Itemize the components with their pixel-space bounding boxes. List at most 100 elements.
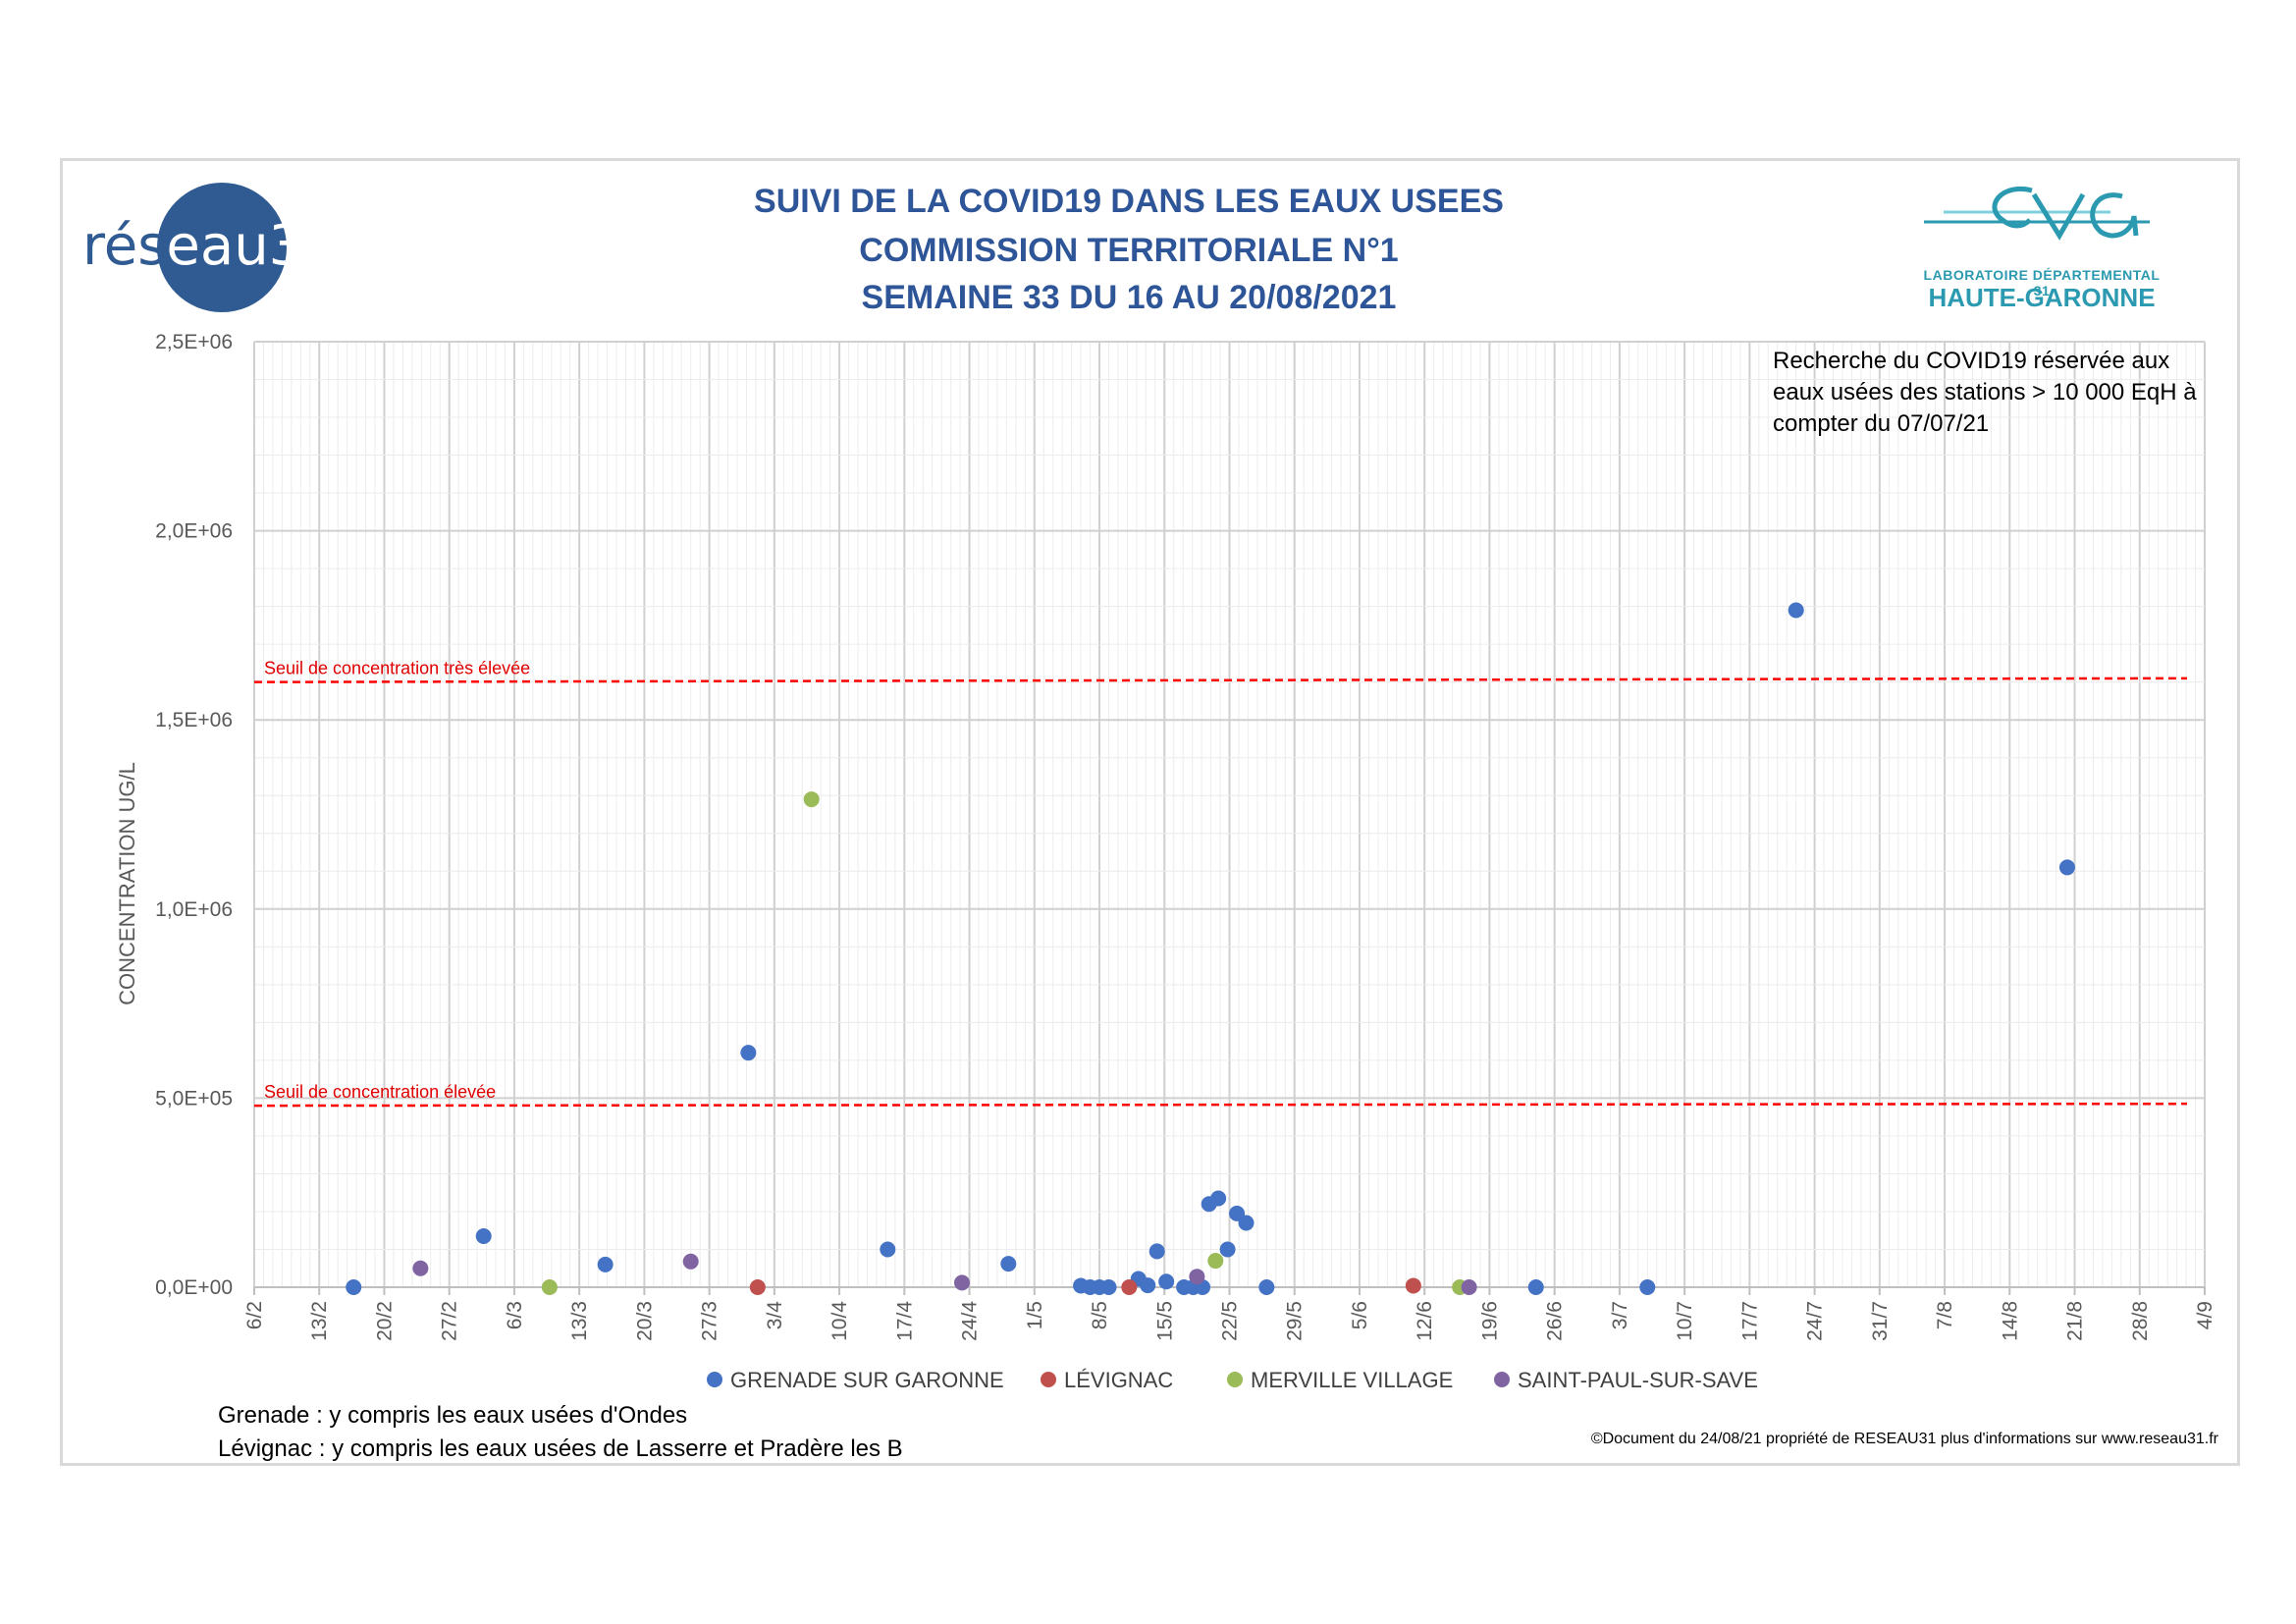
x-tick-label: 3/7 [1609,1301,1631,1329]
data-points [346,602,2075,1295]
legend-marker [1494,1372,1510,1387]
x-tick-label: 24/4 [959,1301,982,1341]
footnote-levignac: Lévignac : y compris les eaux usées de L… [218,1435,903,1462]
data-point [412,1260,429,1276]
x-tick-label: 20/3 [633,1301,656,1341]
x-tick-label: 8/5 [1089,1301,1111,1329]
eva-logo: eva LABORATOIRE DÉPARTEMENTAL 31 HAUTE-G… [1914,177,2169,314]
data-point [740,1045,757,1061]
eva-line2: HAUTE-GARONNE [1928,283,2156,312]
y-tick-label: 0,0E+00 [155,1276,233,1299]
x-tick-label: 6/2 [243,1301,266,1329]
x-tick-label: 6/3 [504,1301,526,1329]
data-point [1788,602,1804,619]
y-tick-label: 1,5E+06 [155,709,233,731]
x-tick-label: 4/9 [2194,1301,2216,1329]
data-point [1000,1256,1017,1272]
x-tick-label: 29/5 [1284,1301,1307,1341]
data-point [1639,1279,1656,1295]
data-point [1527,1279,1544,1295]
data-point [880,1241,896,1258]
tick-labels: 0,0E+00 5,0E+05 1,0E+06 1,5E+06 2,0E+06 2,5E+… [155,331,2216,1341]
data-point [1461,1279,1477,1295]
data-point [682,1253,699,1270]
x-tick-label: 10/4 [828,1301,851,1341]
x-tick-label: 27/3 [699,1301,721,1341]
data-point [1210,1190,1227,1207]
footnote-grenade: Grenade : y compris les eaux usées d'Ond… [218,1402,688,1429]
data-point [1100,1279,1117,1295]
x-tick-label: 7/8 [1934,1301,1956,1329]
x-tick-label: 24/7 [1804,1301,1827,1341]
data-point [597,1256,614,1272]
threshold-line [253,1102,2188,1108]
x-tick-label: 28/8 [2129,1301,2152,1341]
threshold-label: Seuil de concentration très élevée [264,659,530,678]
logo-circle [157,183,287,312]
data-point [1207,1253,1224,1270]
data-point [1158,1273,1175,1290]
threshold-label: Seuil de concentration élevée [264,1082,496,1102]
x-tick-label: 27/2 [439,1301,461,1341]
legend-marker [1227,1372,1243,1387]
x-tick-label: 13/2 [308,1301,331,1341]
chart-title-line3: SEMAINE 33 DU 16 AU 20/08/2021 [861,279,1397,316]
logo-text-part2: eau31 [166,214,339,278]
info-note: Recherche du COVID19 réservée aux eaux u… [1773,348,2197,437]
x-tick-label: 19/6 [1478,1301,1501,1341]
y-tick-label: 5,0E+05 [155,1087,233,1110]
logo-text: réseau31 [82,214,339,278]
grid [253,341,2206,1288]
y-tick-label: 2,5E+06 [155,331,233,353]
x-tick-label: 17/7 [1738,1301,1761,1341]
data-point [475,1227,492,1244]
x-tick-label: 22/5 [1219,1301,1242,1341]
x-tick-label: 26/6 [1544,1301,1567,1341]
x-tick-label: 5/6 [1349,1301,1371,1329]
data-point [1219,1241,1236,1258]
data-point [2058,859,2075,876]
reseau31-logo: réseau31 [82,181,339,318]
data-point [1238,1215,1255,1231]
data-point [953,1274,970,1291]
legend-marker [707,1372,722,1387]
x-tick-label: 15/5 [1153,1301,1176,1341]
data-point [1140,1277,1156,1294]
x-tick-label: 13/3 [568,1301,591,1341]
legend-label: LÉVIGNAC [1064,1368,1173,1392]
data-point [1189,1269,1205,1285]
chart-title-line1: SUIVI DE LA COVID19 DANS LES EAUX USEES [754,183,1504,220]
chart-title-line2: COMMISSION TERRITORIALE N°1 [859,232,1399,269]
copyright-note: ©Document du 24/08/21 propriété de RESEA… [1590,1431,2218,1447]
data-point [803,791,820,808]
data-point [541,1279,558,1295]
data-point [1121,1279,1138,1295]
legend-label: SAINT-PAUL-SUR-SAVE [1518,1368,1758,1392]
data-point [1148,1243,1165,1260]
y-tick-label: 1,0E+06 [155,898,233,921]
eva-mark-icon: eva [1924,187,2150,241]
x-tick-label: 31/7 [1869,1301,1892,1341]
y-axis-label: CONCENTRATION UG/L [115,762,139,1005]
eva-line1: LABORATOIRE DÉPARTEMENTAL 31 [1923,267,2161,298]
threshold-line [253,677,2188,683]
data-point [346,1279,362,1295]
y-tick-label: 2,0E+06 [155,520,233,543]
x-tick-label: 1/5 [1024,1301,1046,1329]
threshold-lines: Seuil de concentration très élevée Seuil … [253,659,2188,1108]
data-point [1258,1279,1275,1295]
x-tick-label: 14/8 [1999,1301,2021,1341]
x-tick-label: 20/2 [373,1301,396,1341]
x-tick-label: 12/6 [1414,1301,1436,1341]
data-point [1405,1277,1421,1294]
legend-label: MERVILLE VILLAGE [1251,1368,1453,1392]
x-tick-label: 17/4 [893,1301,916,1341]
x-tick-label: 3/4 [764,1301,786,1330]
data-point [749,1279,766,1295]
legend-label: GRENADE SUR GARONNE [730,1368,1004,1392]
x-tick-label: 21/8 [2064,1301,2087,1341]
legend: GRENADE SUR GARONNE LÉVIGNAC MERVILLE VILL… [707,1368,1758,1392]
legend-marker [1041,1372,1056,1387]
x-tick-label: 10/7 [1674,1301,1696,1341]
